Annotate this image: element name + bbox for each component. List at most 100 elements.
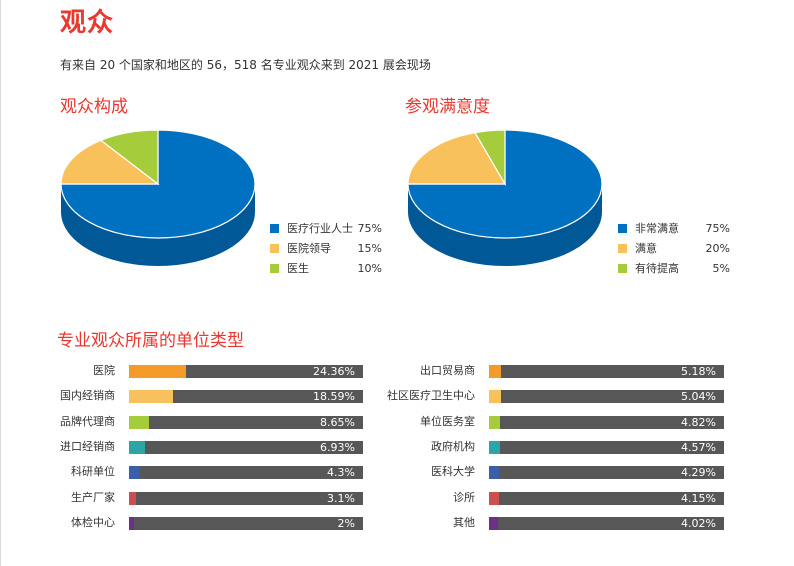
composition-legend-item: 医疗行业人士 75% [270, 218, 382, 238]
composition-legend-label: 医疗行业人士 [287, 222, 353, 235]
satisfaction-legend-value: 20% [705, 241, 730, 255]
composition-legend-label: 医院领导 [287, 242, 331, 255]
bar-row: 生产厂家 3.1% [71, 490, 363, 506]
bar-fill [489, 365, 502, 378]
bar-value-label: 6.93% [320, 440, 355, 454]
satisfaction-title: 参观满意度 [405, 97, 490, 117]
bar-category-label: 体检中心 [71, 515, 115, 529]
bar-value-label: 5.04% [681, 390, 716, 404]
bar-track: 4.02% [489, 516, 724, 530]
composition-legend-label: 医生 [287, 262, 309, 275]
composition-slice-0 [60, 129, 256, 239]
satisfaction-legend-label: 满意 [635, 242, 657, 255]
bar-row: 其他 4.02% [453, 515, 724, 531]
bar-category-label: 出口贸易商 [420, 364, 475, 377]
bar-value-label: 4.02% [681, 516, 716, 530]
composition-pie [60, 129, 256, 266]
bar-fill [129, 415, 150, 429]
bar-fill [489, 491, 499, 505]
satisfaction-legend-swatch [618, 223, 627, 233]
bar-track: 2% [129, 516, 363, 530]
satisfaction-legend-label: 有待提高 [635, 262, 679, 275]
bar-category-label: 政府机构 [431, 439, 475, 453]
satisfaction-legend-item: 满意 20% [618, 238, 730, 258]
satisfaction-slice-1 [407, 131, 507, 185]
composition-slice-2 [99, 129, 159, 186]
bar-fill [489, 415, 501, 429]
bar-row: 科研单位 4.3% [71, 464, 363, 480]
bar-fill [489, 440, 500, 454]
bar-category-label: 品牌代理商 [60, 414, 115, 428]
bar-row: 医院 24.36% [93, 363, 363, 379]
bar-category-label: 医院 [93, 364, 115, 377]
bar-track: 6.93% [129, 440, 363, 454]
bar-track: 4.57% [489, 440, 724, 454]
bar-track: 5.04% [489, 390, 724, 404]
page-title: 观众 [60, 8, 115, 38]
bar-row: 品牌代理商 8.65% [60, 414, 363, 430]
bar-value-label: 3.1% [327, 491, 355, 505]
bar-track: 4.82% [489, 415, 724, 429]
bar-row: 社区医疗卫生中心 5.04% [387, 388, 724, 404]
bar-category-label: 其他 [453, 515, 475, 529]
satisfaction-legend-value: 5% [712, 261, 730, 275]
bar-fill [489, 390, 501, 404]
satisfaction-legend-swatch [618, 243, 627, 253]
composition-slice-side-0 [61, 184, 255, 266]
bar-value-label: 18.59% [313, 390, 355, 404]
bar-row: 国内经销商 18.59% [60, 388, 363, 404]
bar-category-label: 社区医疗卫生中心 [387, 389, 475, 403]
bar-value-label: 4.82% [681, 415, 716, 429]
unit-type-title: 专业观众所属的单位类型 [57, 331, 244, 351]
composition-legend-value: 15% [357, 241, 382, 255]
bar-fill [129, 365, 186, 378]
bar-value-label: 4.15% [681, 491, 716, 505]
bar-category-label: 医科大学 [431, 465, 475, 479]
bar-fill [129, 440, 146, 454]
bar-fill [489, 516, 499, 530]
bar-fill [129, 390, 173, 404]
bar-row: 单位医务室 4.82% [420, 414, 724, 430]
bar-value-label: 4.29% [681, 466, 716, 480]
composition-legend: 医疗行业人士 75% 医院领导 15% 医生 10% [270, 218, 382, 278]
bar-row: 体检中心 2% [71, 515, 363, 531]
satisfaction-slice-side-0 [408, 184, 602, 266]
intro-text: 有来自 20 个国家和地区的 56，518 名专业观众来到 2021 展会现场 [60, 58, 431, 72]
bar-value-label: 2% [337, 516, 355, 530]
bar-value-label: 4.3% [327, 466, 355, 480]
bar-track: 24.36% [129, 365, 363, 378]
satisfaction-legend: 非常满意 75% 满意 20% 有待提高 5% [618, 218, 730, 278]
satisfaction-legend-item: 非常满意 75% [618, 218, 730, 238]
bar-category-label: 单位医务室 [420, 414, 475, 428]
bar-category-label: 进口经销商 [60, 439, 115, 453]
composition-legend-swatch [270, 243, 279, 253]
pie-charts [60, 129, 603, 266]
bar-value-label: 4.57% [681, 440, 716, 454]
composition-legend-swatch [270, 263, 279, 273]
bar-track: 8.65% [129, 415, 363, 429]
satisfaction-slice-0 [407, 129, 603, 239]
satisfaction-legend-swatch [618, 263, 627, 273]
satisfaction-legend-item: 有待提高 5% [618, 258, 730, 278]
satisfaction-legend-label: 非常满意 [635, 222, 679, 235]
bar-track: 4.3% [129, 466, 363, 480]
bar-fill [129, 491, 137, 505]
satisfaction-legend-value: 75% [705, 221, 730, 235]
bar-category-label: 生产厂家 [71, 490, 115, 504]
bar-track: 3.1% [129, 491, 363, 505]
satisfaction-pie [407, 129, 603, 266]
composition-legend-item: 医院领导 15% [270, 238, 382, 258]
bar-row: 出口贸易商 5.18% [420, 363, 724, 379]
composition-legend-value: 10% [357, 261, 382, 275]
audience-composition-title: 观众构成 [60, 97, 128, 117]
bar-row: 诊所 4.15% [453, 490, 724, 506]
bar-row: 政府机构 4.57% [431, 439, 724, 455]
bar-track: 5.18% [489, 365, 724, 378]
composition-legend-value: 75% [357, 221, 382, 235]
bar-track: 4.29% [489, 466, 724, 480]
composition-slice-1 [60, 139, 160, 185]
bar-track: 18.59% [129, 390, 363, 404]
bar-fill [129, 466, 140, 480]
bar-track: 4.15% [489, 491, 724, 505]
composition-legend-item: 医生 10% [270, 258, 382, 278]
